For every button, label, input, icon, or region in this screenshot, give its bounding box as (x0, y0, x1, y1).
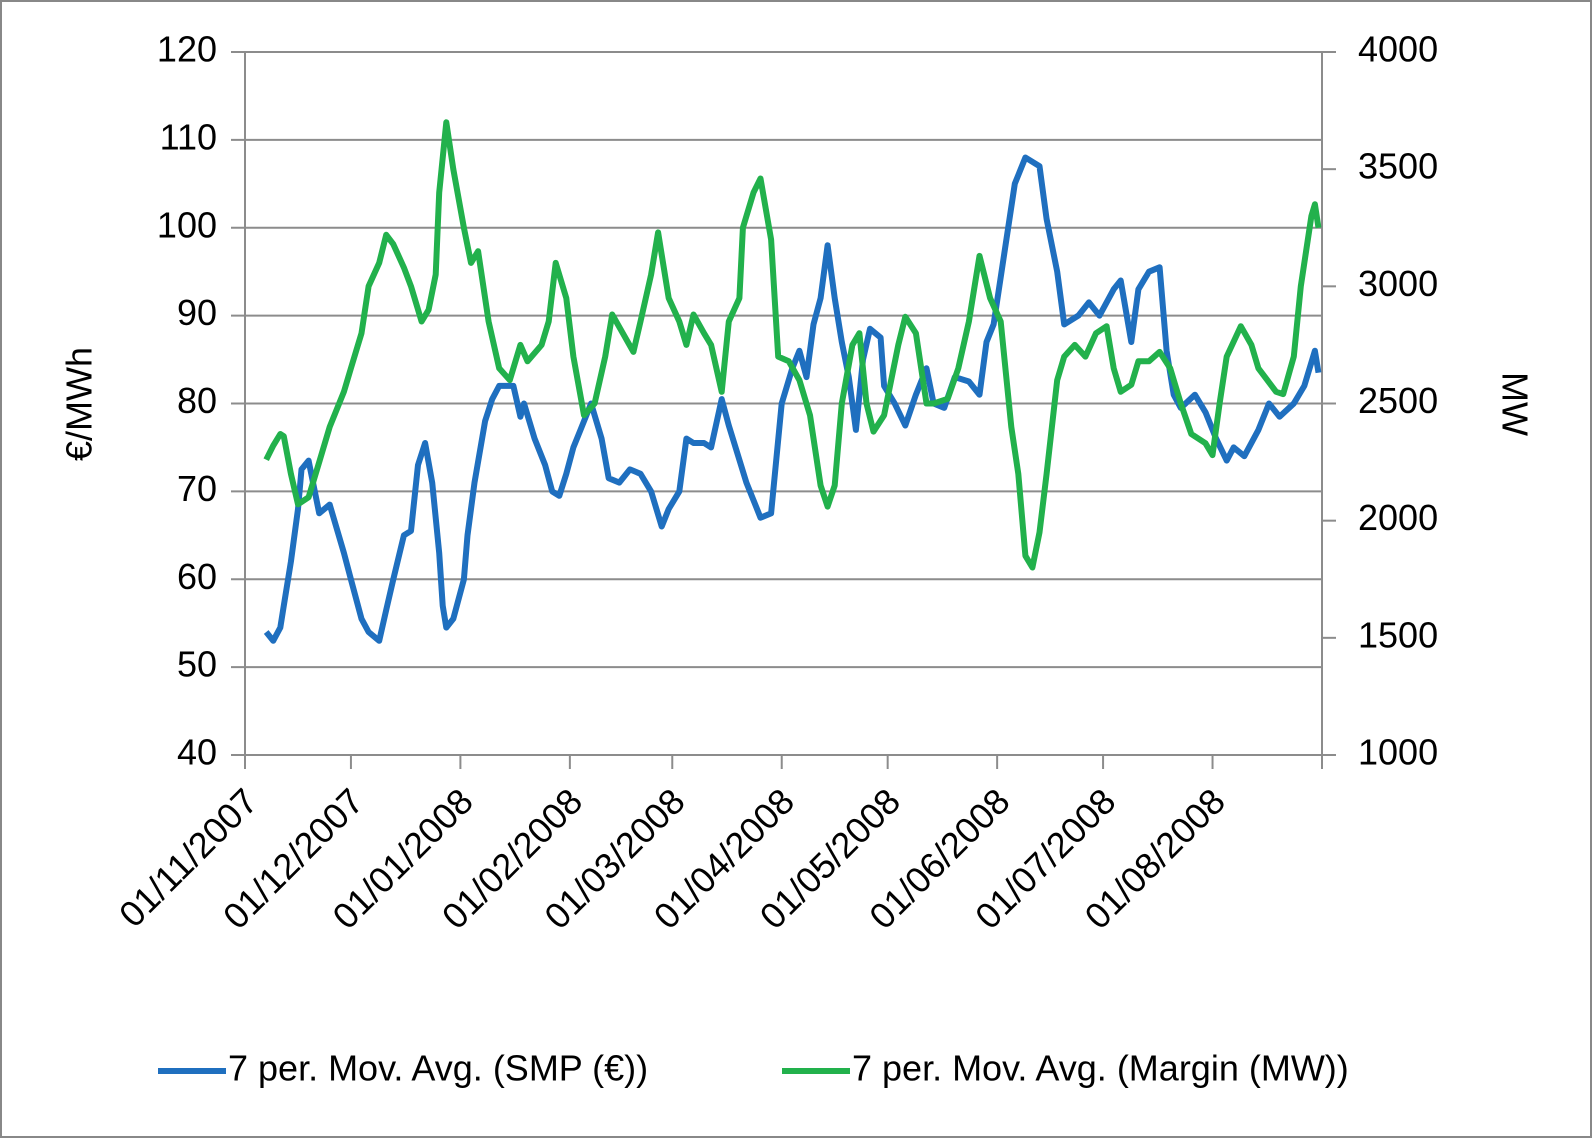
y-tick-label: 40 (177, 732, 217, 773)
y-tick-label: 100 (157, 204, 217, 245)
y2-axis-label: MW (1494, 372, 1535, 436)
y-tick-label: 120 (157, 29, 217, 70)
y-tick-label: 50 (177, 644, 217, 685)
y-tick-label: 90 (177, 292, 217, 333)
y2-tick-label: 3000 (1358, 263, 1438, 304)
y-axis-label: €/MWh (59, 347, 100, 461)
y2-tick-label: 1000 (1358, 732, 1438, 773)
y2-tick-label: 2000 (1358, 497, 1438, 538)
y-tick-label: 60 (177, 556, 217, 597)
y2-tick-label: 3500 (1358, 146, 1438, 187)
y2-tick-label: 4000 (1358, 29, 1438, 70)
y-tick-label: 110 (160, 116, 217, 157)
y-tick-label: 70 (177, 468, 217, 509)
y-tick-label: 80 (177, 380, 217, 421)
y2-tick-label: 2500 (1358, 380, 1438, 421)
y2-tick-label: 1500 (1358, 614, 1438, 655)
legend-label: 7 per. Mov. Avg. (Margin (MW)) (852, 1048, 1349, 1089)
legend-label: 7 per. Mov. Avg. (SMP (€)) (228, 1048, 648, 1089)
data-line (263, 119, 1322, 571)
data-line (263, 154, 1322, 644)
